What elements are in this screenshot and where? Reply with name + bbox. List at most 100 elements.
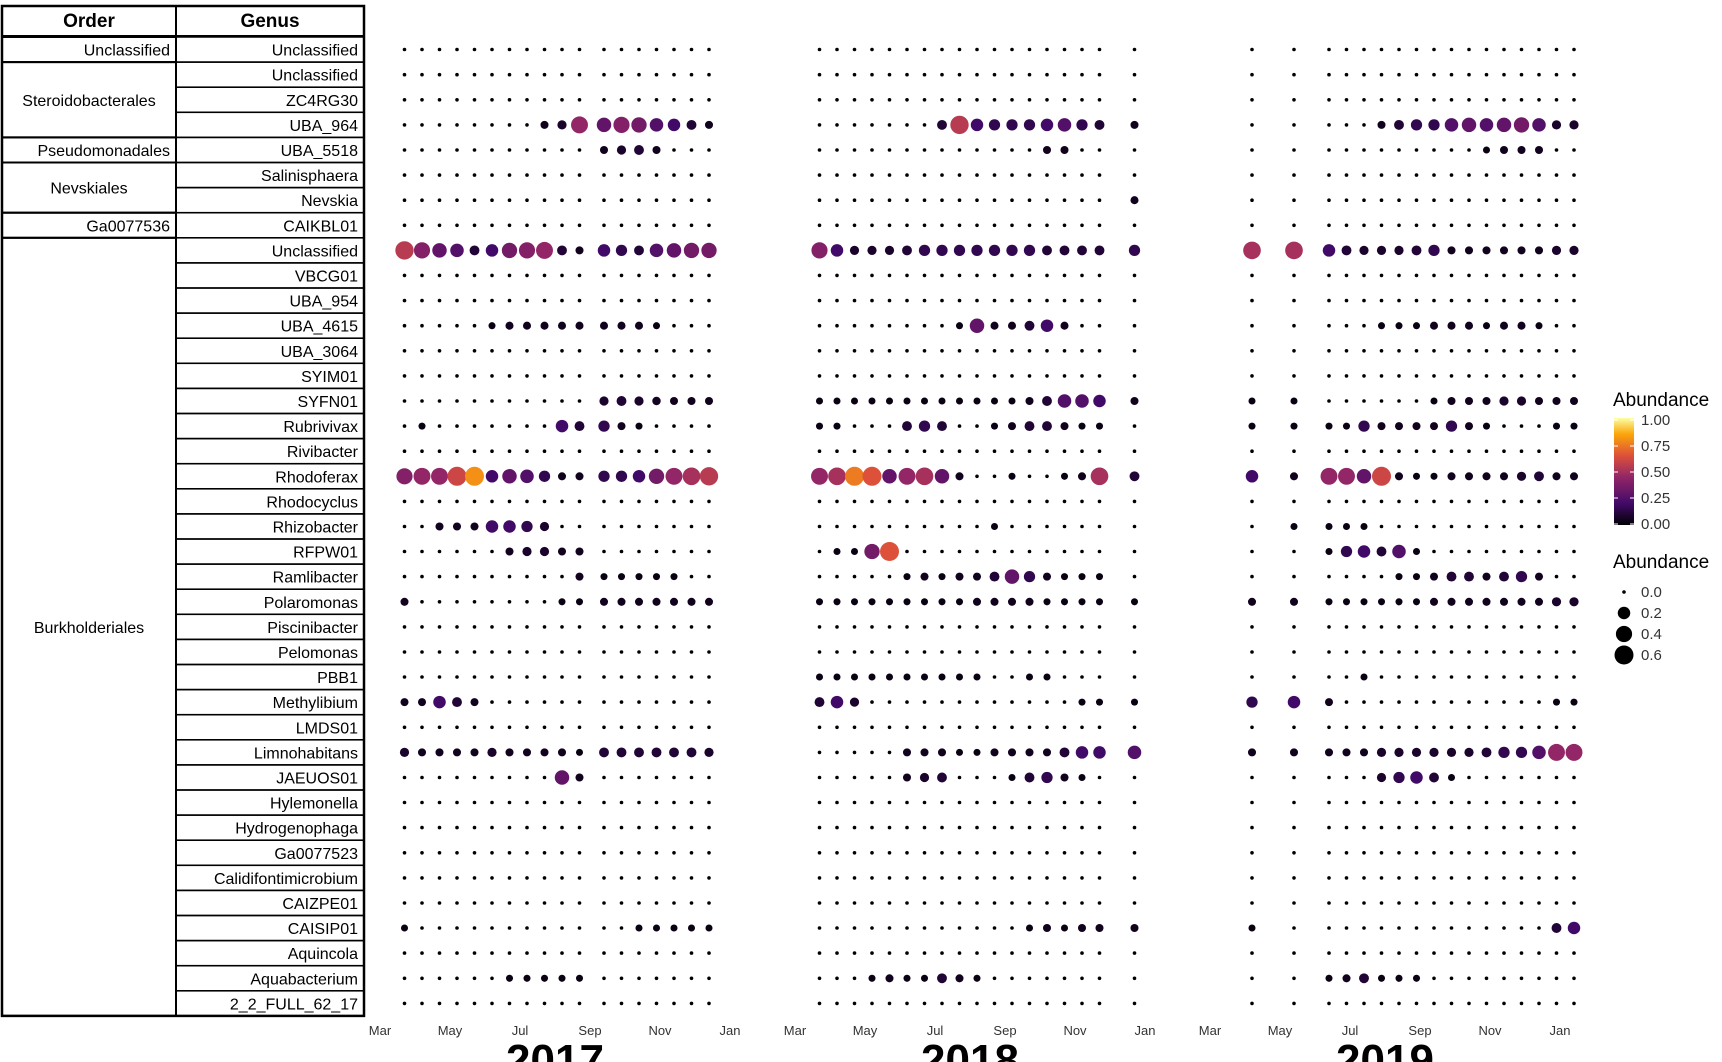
abundance-dot xyxy=(870,951,874,955)
abundance-dot xyxy=(1554,675,1559,679)
abundance-dot xyxy=(437,1001,442,1006)
abundance-dot xyxy=(1484,825,1489,830)
abundance-dot xyxy=(955,322,964,330)
abundance-dot xyxy=(988,119,1001,131)
abundance-dot xyxy=(922,374,927,378)
abundance-dot xyxy=(472,298,477,303)
abundance-dot xyxy=(400,698,409,707)
abundance-dot xyxy=(1449,374,1454,378)
abundance-dot xyxy=(469,245,480,256)
abundance-dot xyxy=(1572,173,1576,177)
abundance-dot xyxy=(470,698,479,707)
abundance-dot xyxy=(1397,148,1401,152)
abundance-dot xyxy=(835,72,839,77)
abundance-dot xyxy=(455,223,459,228)
abundance-dot xyxy=(1519,298,1524,303)
abundance-dot xyxy=(1432,273,1436,278)
abundance-dot xyxy=(707,449,711,454)
abundance-dot xyxy=(485,520,499,533)
abundance-dot xyxy=(852,47,857,52)
abundance-dot xyxy=(1080,349,1084,353)
abundance-dot xyxy=(1010,876,1014,880)
abundance-dot xyxy=(1432,876,1436,880)
abundance-dot xyxy=(870,349,874,353)
abundance-dot xyxy=(1080,223,1084,228)
abundance-dot xyxy=(1395,598,1403,606)
abundance-dot xyxy=(1327,800,1331,805)
abundance-dot xyxy=(940,148,944,152)
abundance-dot xyxy=(957,349,962,353)
abundance-dot xyxy=(870,775,874,780)
abundance-dot xyxy=(870,148,874,152)
abundance-dot xyxy=(1006,119,1018,131)
abundance-dot xyxy=(672,851,676,855)
abundance-dot xyxy=(1397,98,1401,102)
abundance-dot xyxy=(905,876,909,880)
abundance-dot xyxy=(992,951,997,955)
abundance-dot xyxy=(1572,47,1576,52)
abundance-dot xyxy=(1537,72,1541,77)
abundance-dot xyxy=(1414,926,1419,930)
abundance-dot xyxy=(1554,650,1559,654)
abundance-dot xyxy=(1552,396,1561,406)
abundance-dot xyxy=(487,747,497,758)
abundance-dot xyxy=(672,825,676,830)
abundance-dot xyxy=(992,198,997,202)
abundance-dot xyxy=(472,851,477,855)
abundance-dot xyxy=(654,775,659,780)
abundance-dot xyxy=(490,775,494,780)
abundance-dot xyxy=(1327,574,1331,579)
abundance-dot xyxy=(1132,374,1137,378)
abundance-dot xyxy=(1502,173,1506,177)
abundance-dot xyxy=(602,876,606,880)
abundance-dot xyxy=(490,148,494,152)
abundance-dot xyxy=(707,524,711,529)
abundance-dot xyxy=(654,524,659,529)
abundance-dot xyxy=(1248,422,1256,430)
abundance-dot xyxy=(1250,72,1254,77)
abundance-dot xyxy=(992,499,997,504)
abundance-dot xyxy=(852,273,857,278)
abundance-dot xyxy=(1292,851,1296,855)
abundance-dot xyxy=(973,397,981,405)
abundance-dot xyxy=(992,273,997,278)
abundance-dot xyxy=(490,951,494,955)
abundance-dot xyxy=(1464,597,1474,606)
abundance-dot xyxy=(1552,698,1561,706)
abundance-dot xyxy=(957,876,962,880)
genus-label: Nevskia xyxy=(301,193,358,210)
abundance-dot xyxy=(1250,549,1254,554)
abundance-dot xyxy=(992,72,997,77)
abundance-dot xyxy=(975,549,979,554)
size-key-dot xyxy=(1622,590,1626,594)
abundance-dot xyxy=(1554,951,1559,955)
abundance-dot xyxy=(507,650,512,654)
abundance-dot xyxy=(1062,173,1067,177)
abundance-dot xyxy=(1010,1001,1014,1006)
abundance-dot xyxy=(1554,198,1559,202)
abundance-dot xyxy=(602,700,606,704)
abundance-dot xyxy=(1519,851,1524,855)
abundance-dot xyxy=(1132,524,1137,529)
abundance-dot xyxy=(634,321,644,330)
abundance-dot xyxy=(1432,825,1436,830)
abundance-dot xyxy=(1467,223,1471,228)
abundance-dot xyxy=(560,524,564,529)
abundance-dot xyxy=(905,323,909,328)
genus-label: VBCG01 xyxy=(295,268,358,285)
abundance-dot xyxy=(835,625,839,629)
abundance-dot xyxy=(1027,549,1032,554)
abundance-dot xyxy=(885,974,894,983)
abundance-dot xyxy=(689,273,694,278)
abundance-dot xyxy=(835,198,839,202)
abundance-dot xyxy=(1379,198,1384,202)
abundance-dot xyxy=(1467,98,1471,102)
abundance-dot xyxy=(1097,273,1102,278)
abundance-dot xyxy=(602,349,606,353)
abundance-dot xyxy=(507,876,512,880)
abundance-dot xyxy=(1097,499,1102,504)
abundance-dot xyxy=(1010,298,1014,303)
abundance-dot xyxy=(707,47,711,52)
abundance-dot xyxy=(1024,421,1035,432)
abundance-dot xyxy=(1414,951,1419,955)
